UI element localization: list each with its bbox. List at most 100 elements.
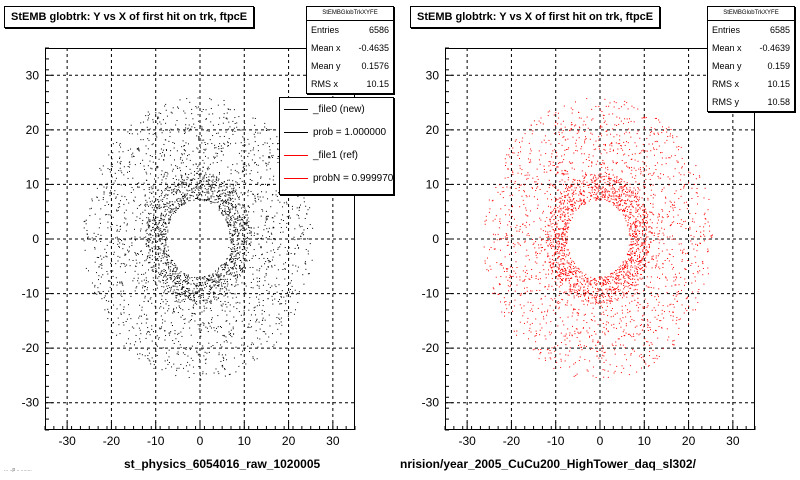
data-point: [624, 214, 626, 216]
data-point: [220, 304, 222, 306]
data-point: [600, 198, 602, 200]
data-point: [672, 207, 674, 209]
data-point: [618, 196, 620, 198]
data-point: [210, 186, 212, 188]
data-point: [179, 191, 181, 193]
data-point: [189, 189, 191, 191]
data-point: [228, 331, 230, 333]
data-point: [96, 197, 98, 199]
data-point: [224, 143, 226, 145]
data-point: [239, 302, 241, 304]
data-point: [572, 162, 574, 164]
data-point: [166, 213, 168, 215]
data-point: [209, 180, 211, 182]
left-stats-value: 0.1576: [361, 61, 389, 71]
data-point: [243, 310, 245, 312]
data-point: [661, 190, 663, 192]
data-point: [624, 260, 626, 262]
data-point: [216, 342, 218, 344]
data-point: [237, 284, 239, 286]
data-point: [527, 158, 529, 160]
data-point: [178, 207, 180, 209]
data-point: [620, 282, 622, 284]
data-point: [163, 236, 165, 238]
data-point: [151, 247, 153, 249]
data-point: [236, 193, 238, 195]
data-point: [165, 103, 167, 105]
data-point: [199, 318, 201, 320]
data-point: [173, 265, 175, 267]
data-point: [243, 331, 245, 333]
data-point: [156, 227, 158, 229]
data-point: [586, 291, 588, 293]
data-point: [641, 319, 643, 321]
data-point: [199, 187, 201, 189]
data-point: [630, 224, 632, 226]
data-point: [556, 172, 558, 174]
data-point: [680, 174, 682, 176]
data-point: [266, 165, 268, 167]
data-point: [158, 280, 160, 282]
data-points: [483, 98, 713, 379]
data-point: [212, 179, 214, 181]
data-point: [542, 264, 544, 266]
data-point: [149, 220, 151, 222]
data-point: [117, 207, 119, 209]
data-point: [492, 199, 494, 201]
data-point: [257, 237, 259, 239]
data-point: [146, 314, 148, 316]
data-point: [215, 281, 217, 283]
data-point: [190, 318, 192, 320]
data-point: [158, 263, 160, 265]
data-point: [241, 224, 243, 226]
data-point: [240, 260, 242, 262]
data-point: [206, 192, 208, 194]
data-point: [492, 287, 494, 289]
data-point: [634, 339, 636, 341]
data-point: [525, 207, 527, 209]
data-point: [184, 292, 186, 294]
data-point: [572, 209, 574, 211]
data-point: [190, 182, 192, 184]
data-point: [214, 280, 216, 282]
data-point: [182, 352, 184, 354]
data-point: [696, 192, 698, 194]
data-point: [221, 284, 223, 286]
data-point: [166, 205, 168, 207]
data-point: [177, 106, 179, 108]
data-point: [165, 109, 167, 111]
data-point: [278, 317, 280, 319]
data-point: [256, 269, 258, 271]
data-point: [264, 126, 266, 128]
data-point: [153, 201, 155, 203]
data-point: [127, 338, 129, 340]
data-point: [241, 350, 243, 352]
data-point: [128, 259, 130, 261]
data-point: [613, 203, 615, 205]
data-point: [231, 234, 233, 236]
data-point: [112, 152, 114, 154]
data-point: [228, 333, 230, 335]
data-point: [157, 240, 159, 242]
data-point: [591, 173, 593, 175]
data-point: [494, 234, 496, 236]
data-point: [294, 247, 296, 249]
data-point: [187, 177, 189, 179]
data-point: [235, 205, 237, 207]
data-point: [232, 243, 234, 245]
data-point: [515, 187, 517, 189]
data-point: [140, 228, 142, 230]
data-point: [587, 332, 589, 334]
data-point: [625, 325, 627, 327]
data-point: [229, 109, 231, 111]
data-point: [560, 276, 562, 278]
data-point: [229, 224, 231, 226]
data-point: [258, 285, 260, 287]
data-point: [200, 379, 202, 381]
data-point: [571, 200, 573, 202]
data-point: [222, 356, 224, 358]
data-point: [627, 275, 629, 277]
data-point: [603, 144, 605, 146]
data-point: [185, 150, 187, 152]
